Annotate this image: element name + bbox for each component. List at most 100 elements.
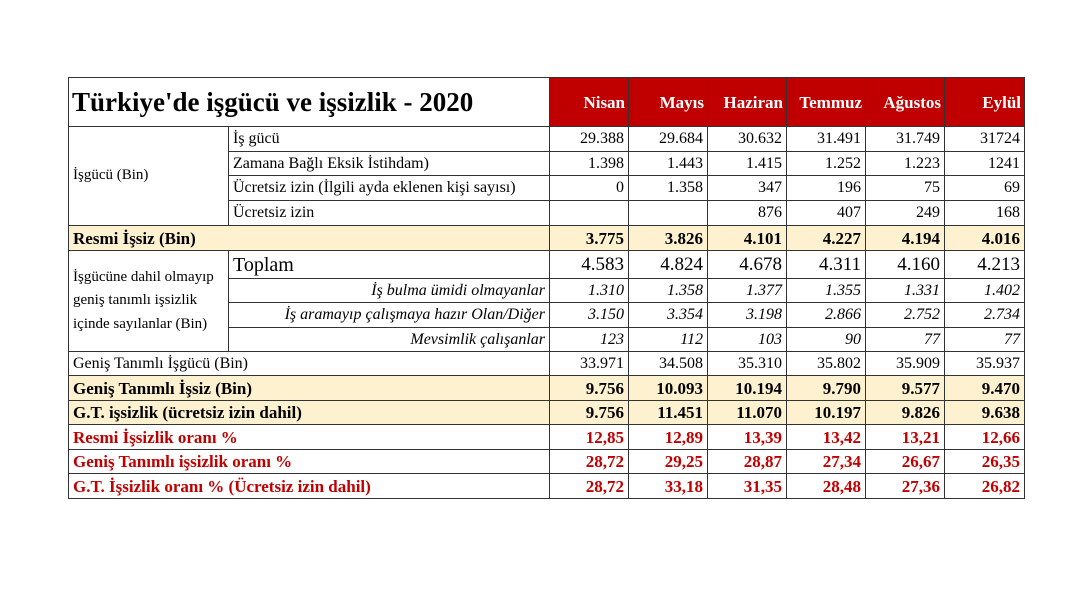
value-cell: 77 (865, 327, 946, 352)
value-cell: 876 (707, 200, 788, 226)
value-cell: 33,18 (628, 473, 709, 499)
value-cell: 168 (944, 200, 1026, 226)
value-cell: 123 (549, 327, 630, 352)
value-cell: 4.227 (786, 225, 867, 251)
table-row: Geniş Tanımlı işsizlik oranı % 28,72 29,25… (67, 449, 1026, 474)
value-cell: 1.252 (786, 151, 867, 176)
month-header: Haziran (707, 77, 788, 127)
value-cell: 1241 (944, 151, 1026, 176)
value-cell: 2.734 (944, 302, 1026, 328)
value-cell: 26,35 (944, 449, 1026, 474)
value-cell: 30.632 (707, 126, 788, 152)
row-label: İş gücü (227, 126, 551, 152)
value-cell: 1.443 (628, 151, 709, 176)
value-cell: 35.310 (707, 351, 788, 376)
row-label: G.T. işsizlik (ücretsiz izin dahil) (67, 400, 551, 425)
value-cell: 27,36 (865, 473, 946, 499)
value-cell: 4.160 (865, 250, 946, 279)
table-row: Zamana Bağlı Eksik İstihdam) 1.398 1.443 1.… (69, 151, 1026, 176)
value-cell: 13,42 (786, 424, 867, 450)
value-cell: 28,87 (707, 449, 788, 474)
row-label: Geniş Tanımlı İşgücü (Bin) (67, 351, 551, 376)
value-cell: 35.802 (786, 351, 867, 376)
header-row: Türkiye'de işgücü ve işsizlik - 2020 Nis… (67, 77, 1026, 127)
value-cell: 9.470 (944, 375, 1026, 401)
value-cell: 10.194 (707, 375, 788, 401)
value-cell: 103 (707, 327, 788, 352)
value-cell: 249 (865, 200, 946, 226)
row-label: Mevsimlik çalışanlar (227, 327, 551, 352)
row-label: Ücretsiz izin (227, 200, 551, 226)
value-cell: 28,72 (549, 449, 630, 474)
row-group-label: İşgücü (Bin) (68, 126, 229, 226)
table-row: Resmi İşsiz (Bin) 3.775 3.826 4.101 4.227 4.1… (67, 225, 1026, 251)
table-row: İşgücü (Bin) İş gücü 29.388 29.684 30.632 31.… (68, 126, 1026, 226)
row-label: Resmi İşsiz (Bin) (67, 225, 551, 251)
value-cell: 31.491 (786, 126, 867, 152)
value-cell: 29.684 (628, 126, 709, 152)
row-label: Zamana Bağlı Eksik İstihdam) (227, 151, 551, 176)
row-label: Toplam (227, 250, 551, 279)
value-cell: 4.213 (944, 250, 1026, 279)
value-cell: 407 (786, 200, 867, 226)
value-cell: 12,89 (628, 424, 709, 450)
value-cell: 29,25 (628, 449, 709, 474)
value-cell: 90 (786, 327, 867, 352)
table-row: G.T. İşsizlik oranı % (Ücretsiz izin dah… (67, 473, 1026, 499)
row-label: Geniş Tanımlı İşsiz (Bin) (67, 375, 551, 401)
value-cell: 9.790 (786, 375, 867, 401)
month-header: Eylül (944, 77, 1026, 127)
value-cell: 9.638 (944, 400, 1026, 425)
value-cell: 31724 (944, 126, 1026, 152)
value-cell: 196 (786, 175, 867, 201)
value-cell: 26,67 (865, 449, 946, 474)
value-cell: 11.451 (628, 400, 709, 425)
value-cell: 4.016 (944, 225, 1026, 251)
value-cell: 9.826 (865, 400, 946, 425)
value-cell: 35.937 (944, 351, 1026, 376)
month-header: Mayıs (628, 77, 709, 127)
value-cell: 12,85 (549, 424, 630, 450)
value-cell: 34.508 (628, 351, 709, 376)
row-label: G.T. İşsizlik oranı % (Ücretsiz izin dah… (67, 473, 551, 499)
value-cell: 9.577 (865, 375, 946, 401)
month-header: Ağustos (865, 77, 946, 127)
value-cell: 2.866 (786, 302, 867, 328)
value-cell: 0 (549, 175, 630, 201)
value-cell: 1.398 (549, 151, 630, 176)
value-cell: 4.311 (786, 250, 867, 279)
table-row: Geniş Tanımlı İşsiz (Bin) 9.756 10.093 10.1… (67, 375, 1026, 401)
value-cell: 1.358 (628, 175, 709, 201)
value-cell: 11.070 (707, 400, 788, 425)
value-cell (549, 200, 630, 226)
value-cell: 77 (944, 327, 1026, 352)
value-cell: 112 (628, 327, 709, 352)
row-label: Resmi İşsizlik oranı % (67, 424, 551, 450)
value-cell: 4.824 (628, 250, 709, 279)
value-cell: 33.971 (549, 351, 630, 376)
row-label: İş aramayıp çalışmaya hazır Olan/Diğer (227, 302, 551, 328)
value-cell: 31,35 (707, 473, 788, 499)
value-cell: 35.909 (865, 351, 946, 376)
value-cell: 13,39 (707, 424, 788, 450)
table-row: Resmi İşsizlik oranı % 12,85 12,89 13,39 13,… (67, 424, 1026, 450)
value-cell: 1.377 (707, 278, 788, 303)
table-row: Geniş Tanımlı İşgücü (Bin) 33.971 34.508 35… (67, 351, 1026, 376)
value-cell: 9.756 (549, 375, 630, 401)
value-cell: 29.388 (549, 126, 630, 152)
value-cell: 31.749 (865, 126, 946, 152)
value-cell: 10.093 (628, 375, 709, 401)
value-cell: 69 (944, 175, 1026, 201)
value-cell: 1.331 (865, 278, 946, 303)
value-cell: 12,66 (944, 424, 1026, 450)
table-row: İşgücüne dahil olmayıp geniş tanımlı işs… (68, 250, 1026, 352)
value-cell: 1.310 (549, 278, 630, 303)
row-label: Geniş Tanımlı işsizlik oranı % (67, 449, 551, 474)
value-cell: 1.355 (786, 278, 867, 303)
table-row: İş bulma ümidi olmayanlar 1.310 1.358 1.377… (69, 278, 1026, 303)
value-cell: 1.358 (628, 278, 709, 303)
value-cell: 3.198 (707, 302, 788, 328)
table-row: G.T. işsizlik (ücretsiz izin dahil) 9.756… (67, 400, 1026, 425)
value-cell: 26,82 (944, 473, 1026, 499)
value-cell: 4.583 (549, 250, 630, 279)
